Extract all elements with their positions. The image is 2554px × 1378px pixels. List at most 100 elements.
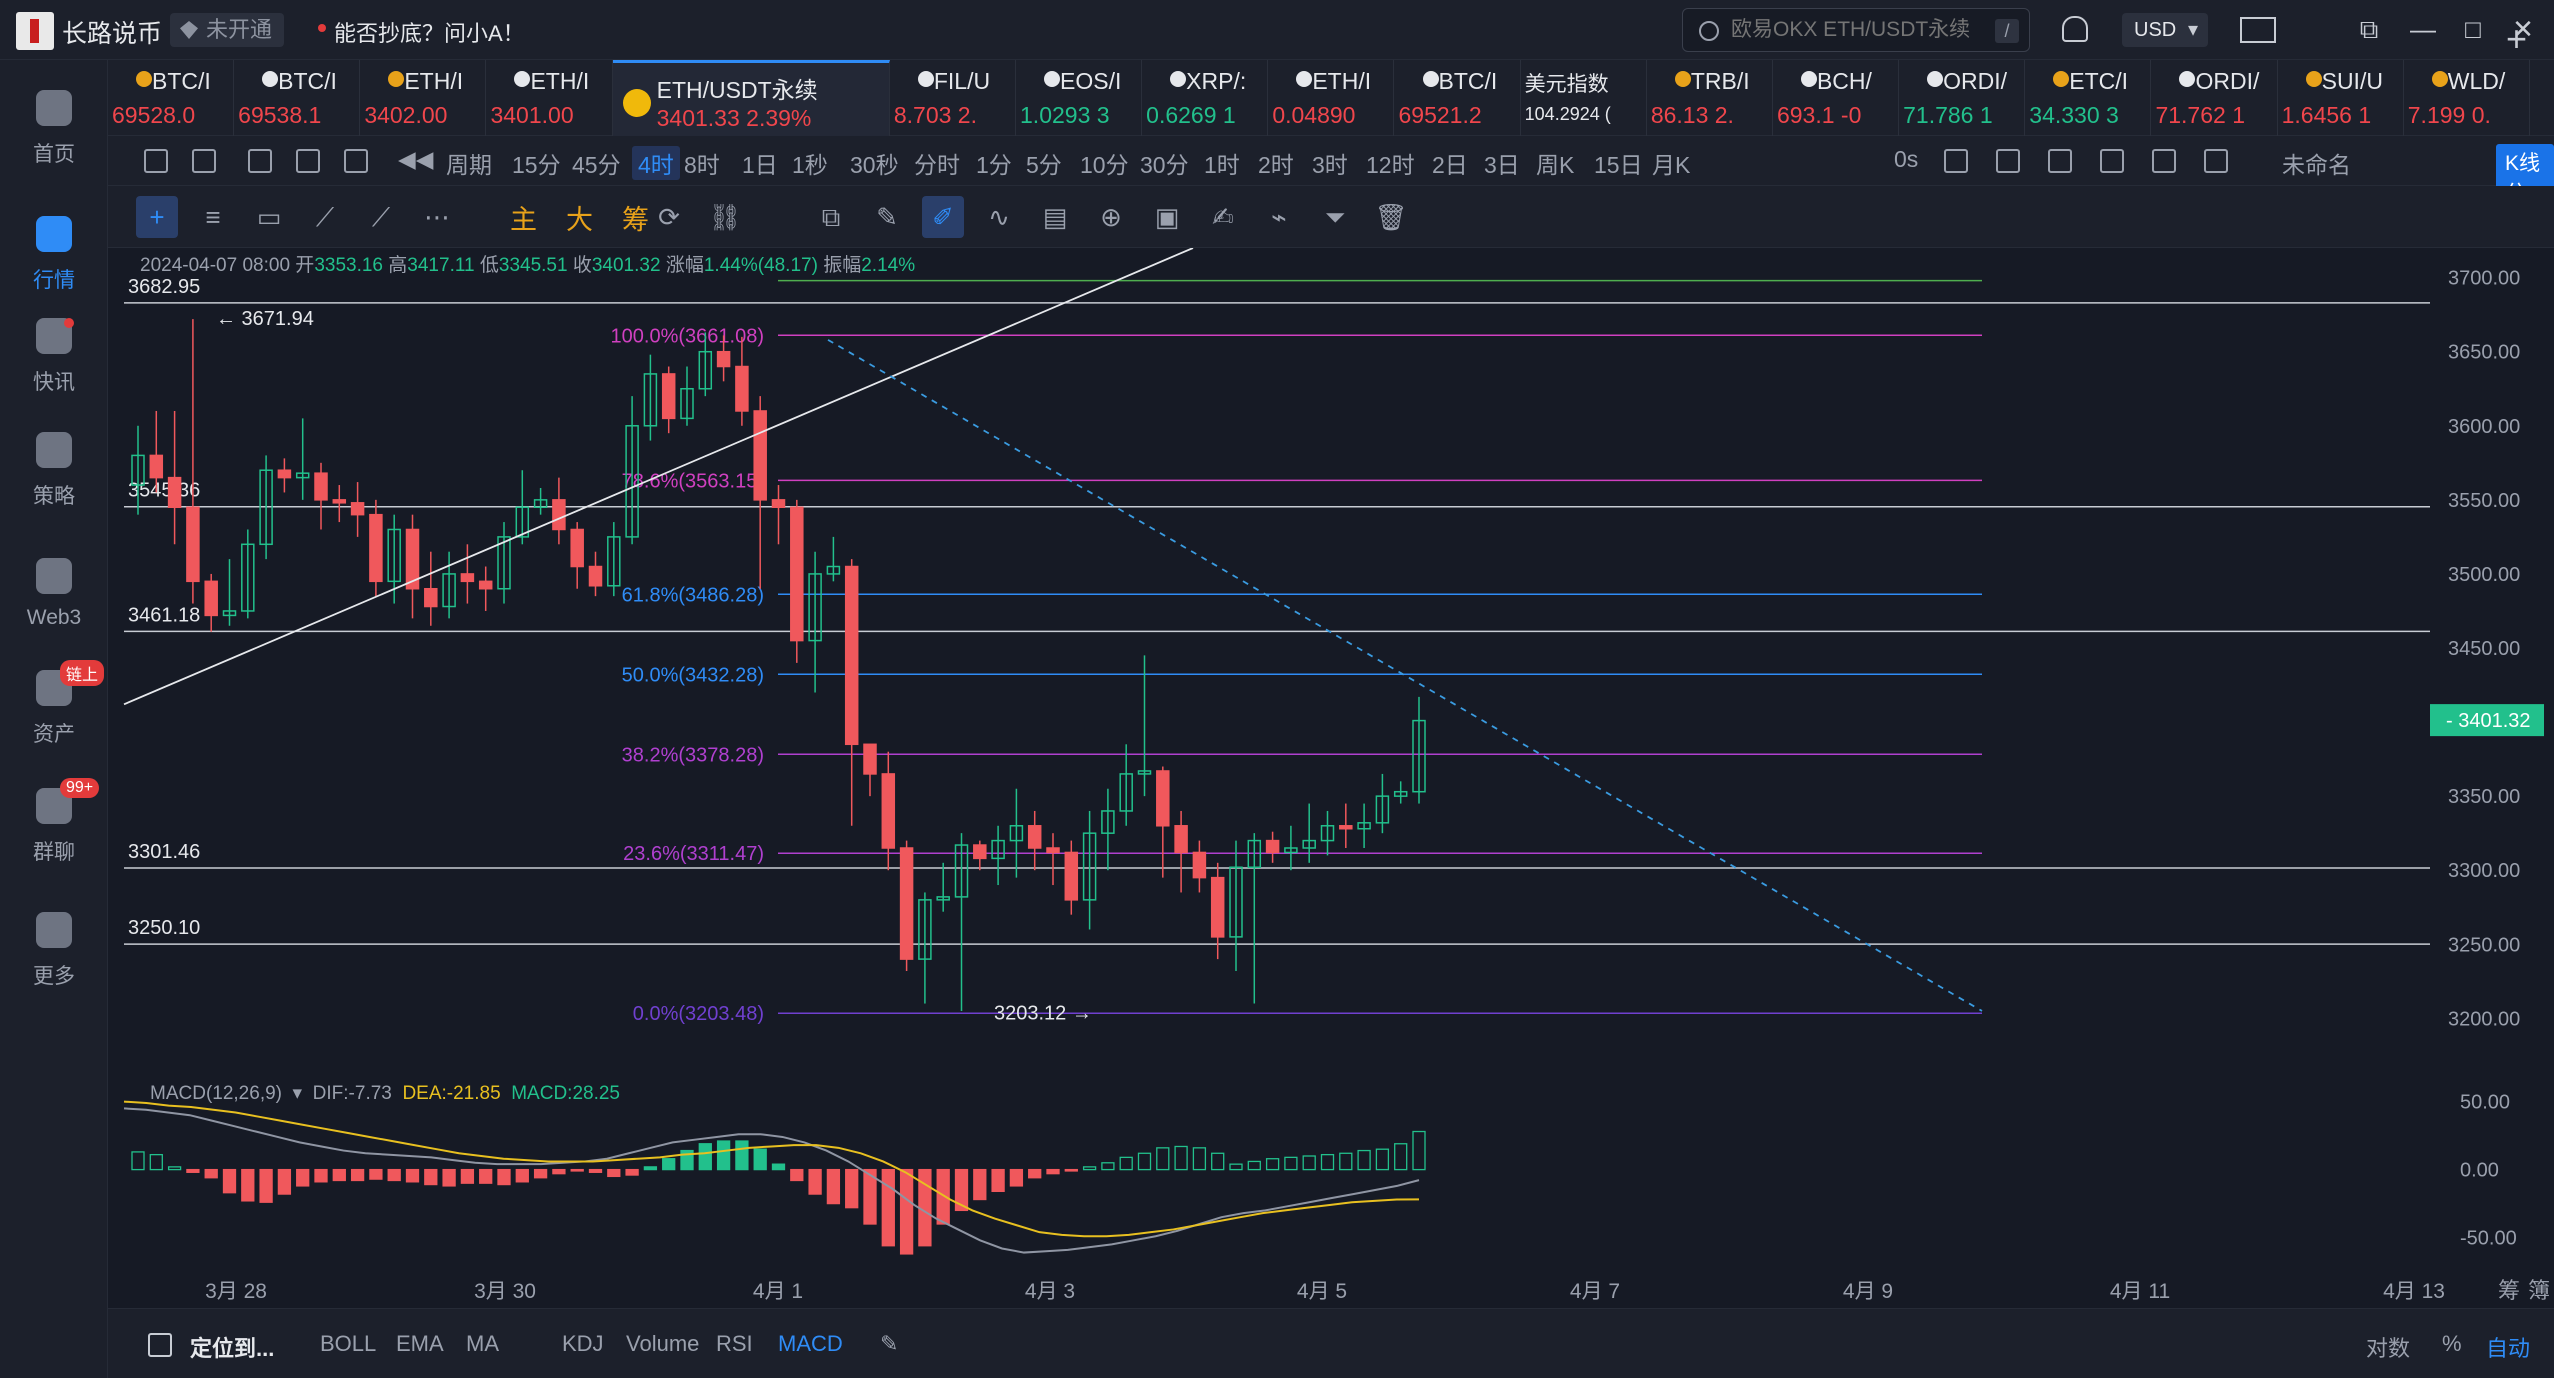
fullscreen-icon[interactable] — [2204, 149, 2228, 173]
sidebar-item-3[interactable]: 策略 — [0, 422, 108, 522]
copy-icon[interactable]: ✐ — [922, 196, 964, 238]
tab-16[interactable]: SUI/U 1.6456 1 — [2278, 60, 2404, 136]
window-close-icon[interactable]: ✕ — [2512, 14, 2534, 44]
period-5[interactable]: 1日 — [742, 152, 778, 178]
magnet-icon[interactable]: ⧉ — [821, 202, 841, 232]
mail-icon[interactable] — [2240, 17, 2276, 43]
sidebar-item-5[interactable]: 资产 链上 — [0, 660, 108, 760]
period-21[interactable]: 月K — [1652, 152, 1691, 178]
macd-dropdown-icon[interactable]: ▾ — [287, 1083, 308, 1104]
indicator-tab-5[interactable]: RSI — [716, 1331, 753, 1356]
trash-icon[interactable]: 🗑 — [1374, 202, 1408, 232]
indicator-tab-4[interactable]: Volume — [626, 1331, 700, 1356]
tab-15[interactable]: ORDI/71.762 1 — [2151, 60, 2278, 136]
eraser-icon[interactable]: ∿ — [988, 202, 1010, 232]
tab-8[interactable]: ETH/I 0.04890 — [1268, 60, 1395, 136]
tab-7[interactable]: XRP/: 0.6269 1 — [1142, 60, 1269, 136]
indicator-tab-6[interactable]: MACD — [778, 1331, 843, 1356]
tab-9[interactable]: BTC/I 69521.2 — [1395, 60, 1521, 136]
settings-icon[interactable] — [2152, 149, 2176, 173]
filter-icon[interactable]: ⏷ — [1324, 202, 1346, 232]
crop-icon[interactable] — [2048, 149, 2072, 173]
tab-2[interactable]: ETH/I 3402.00 — [360, 60, 487, 136]
period-9[interactable]: 1分 — [976, 152, 1012, 178]
period-2[interactable]: 45分 — [572, 152, 621, 178]
axis-settings-icon[interactable]: 筹 — [2498, 1278, 2520, 1303]
period-8[interactable]: 分时 — [914, 152, 960, 178]
tab-12[interactable]: BCH/693.1 -0 — [1773, 60, 1900, 136]
candlestick-chart[interactable]: 3700.00 3650.00 3600.00 3550.00 3500.00 3450.… — [108, 248, 2554, 1308]
ray-tool-icon[interactable]: ⟋ — [371, 202, 391, 232]
scale-option-0[interactable]: 对数 — [2366, 1336, 2411, 1361]
macd-name[interactable]: MACD(12,26,9) — [150, 1083, 282, 1104]
window-maximize-icon[interactable]: □ — [2465, 14, 2481, 44]
layout-name[interactable]: 未命名 — [2282, 152, 2351, 178]
period-16[interactable]: 12时 — [1366, 152, 1415, 178]
tab-1[interactable]: BTC/I 69538.1 — [234, 60, 361, 136]
sidebar-item-0[interactable]: 首页 — [0, 80, 108, 180]
tab-13[interactable]: ORDI/71.786 1 — [1899, 60, 2026, 136]
sidebar-item-2[interactable]: 快讯 — [0, 308, 108, 408]
pen-tool-icon[interactable]: ⌁ — [1271, 202, 1287, 232]
window-layout-icon[interactable]: ⧉ — [2359, 14, 2379, 44]
link-tool-icon[interactable]: ⛓ — [708, 202, 742, 232]
period-11[interactable]: 10分 — [1080, 152, 1129, 178]
indicator-shortcut-1[interactable]: 大 — [566, 205, 593, 235]
bars-icon[interactable]: ⊕ — [1100, 202, 1122, 232]
period-13[interactable]: 1时 — [1204, 152, 1240, 178]
panel-icon[interactable] — [344, 149, 368, 173]
redo-icon[interactable]: ⟳ — [658, 202, 680, 232]
sidebar-item-4[interactable]: Web3 — [0, 548, 108, 648]
indicator-tab-1[interactable]: EMA — [396, 1331, 444, 1356]
rectangle-tool-icon[interactable]: ▭ — [256, 202, 282, 232]
tab-0[interactable]: BTC/I 69528.0 — [108, 60, 235, 136]
search-input[interactable] — [1731, 9, 1991, 51]
segment-tool-icon[interactable]: ⟋ — [315, 202, 335, 232]
indicator-shortcut-2[interactable]: 筹 — [622, 205, 649, 235]
tab-10[interactable]: 美元指数 104.2924 ( — [1521, 60, 1647, 136]
tab-17[interactable]: WLD/7.199 0. — [2404, 60, 2530, 136]
tab-4[interactable]: ETH/USDT永续 3401.33 2.39% — [612, 60, 890, 136]
sidebar-item-1[interactable]: 行情 — [0, 206, 108, 306]
period-4[interactable]: 8时 — [684, 152, 720, 178]
bell-icon[interactable] — [2062, 16, 2088, 42]
locate-button[interactable]: 定位到... — [190, 1336, 275, 1361]
period-19[interactable]: 周K — [1536, 152, 1575, 178]
indicator-shortcut-0[interactable]: 主 — [510, 205, 537, 235]
more-tools-icon[interactable]: ⋯ — [424, 202, 450, 232]
screen-icon[interactable] — [2100, 149, 2124, 173]
brush-icon[interactable]: ▤ — [1042, 202, 1068, 232]
trendline-up[interactable] — [123, 248, 1194, 706]
calendar-icon[interactable] — [296, 149, 320, 173]
period-20[interactable]: 15日 — [1594, 152, 1643, 178]
scale-option-1[interactable]: % — [2442, 1331, 2462, 1356]
membership-badge[interactable]: 未开通 — [170, 13, 284, 47]
measure-icon[interactable]: ✎ — [876, 202, 898, 232]
camera-icon[interactable] — [1944, 149, 1968, 173]
tab-11[interactable]: TRB/I 86.13 2. — [1647, 60, 1773, 136]
tab-5[interactable]: FIL/U 8.703 2. — [890, 60, 1017, 136]
lock-icon[interactable]: ▣ — [1154, 202, 1180, 232]
ai-notice-link[interactable]: 能否抄底？问小A！ — [334, 21, 525, 46]
trendline-down-dashed[interactable] — [827, 339, 1983, 1012]
period-17[interactable]: 2日 — [1432, 152, 1468, 178]
calendar-icon[interactable] — [148, 1333, 172, 1357]
period-1[interactable]: 15分 — [512, 152, 561, 178]
indicator-tab-0[interactable]: BOLL — [320, 1331, 377, 1356]
period-3[interactable]: 4时 — [632, 146, 680, 180]
sidebar-item-6[interactable]: 群聊 99+ — [0, 778, 108, 878]
axis-grid-icon[interactable]: 簿 — [2528, 1278, 2550, 1303]
scale-option-2[interactable]: 自动 — [2486, 1336, 2531, 1361]
period-10[interactable]: 5分 — [1026, 152, 1062, 178]
window-minimize-icon[interactable]: — — [2410, 14, 2436, 44]
currency-select[interactable]: USD — [2122, 13, 2208, 47]
period-15[interactable]: 3时 — [1312, 152, 1348, 178]
tab-6[interactable]: EOS/I 1.0293 3 — [1016, 60, 1143, 136]
indicator-tab-2[interactable]: MA — [466, 1331, 499, 1356]
edit-indicators-icon[interactable]: ✎ — [880, 1331, 899, 1356]
chart-type-icon[interactable] — [144, 149, 168, 173]
flash-icon[interactable] — [248, 149, 272, 173]
indicator-tab-3[interactable]: KDJ — [562, 1331, 604, 1356]
sidebar-item-7[interactable]: 更多 — [0, 902, 108, 1002]
pen-icon[interactable] — [1996, 149, 2020, 173]
